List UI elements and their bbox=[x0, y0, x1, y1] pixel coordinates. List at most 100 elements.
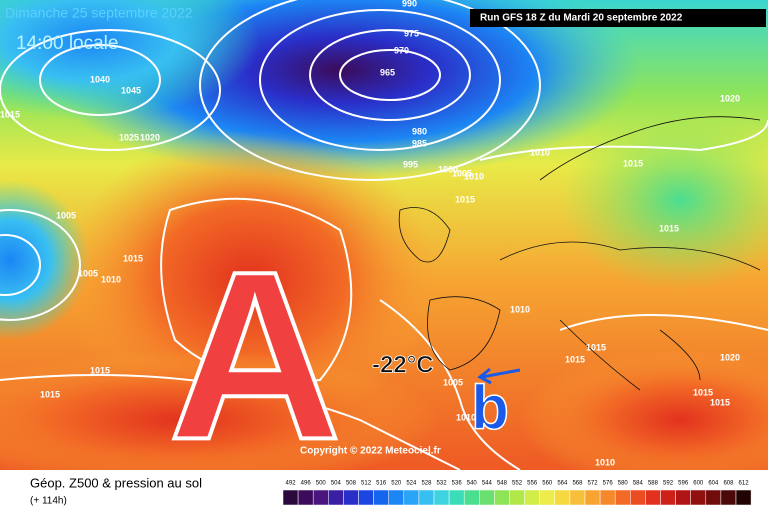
scale-label: 516 bbox=[376, 481, 387, 487]
isobar-label: 1045 bbox=[121, 85, 141, 95]
scale-swatch bbox=[297, 489, 314, 506]
isobar-label: 1020 bbox=[720, 352, 740, 362]
scale-label: 524 bbox=[406, 481, 417, 487]
isobar-label: 1015 bbox=[659, 223, 679, 233]
scale-swatch bbox=[312, 489, 329, 506]
scale-swatch bbox=[433, 489, 450, 506]
isobar-label: 1010 bbox=[456, 412, 476, 422]
lead-time: (+ 114h) bbox=[30, 496, 67, 507]
scale-swatch bbox=[373, 489, 389, 506]
isobar-label: 990 bbox=[402, 0, 417, 8]
isobar-label: 1005 bbox=[56, 210, 76, 220]
scale-swatch bbox=[388, 489, 405, 506]
isobar-label: 1010 bbox=[101, 274, 121, 284]
isobar-label: 970 bbox=[394, 45, 409, 55]
copyright: Copyright © 2022 Meteociel.fr bbox=[300, 446, 441, 457]
scale-label: 600 bbox=[693, 481, 704, 487]
scale-swatch bbox=[705, 489, 722, 506]
scale-label: 560 bbox=[542, 481, 553, 487]
isobar-label: 1015 bbox=[40, 389, 60, 399]
mild-field bbox=[560, 110, 768, 290]
low-symbol: b bbox=[471, 373, 509, 442]
isobar-label: 965 bbox=[380, 67, 395, 77]
run-box bbox=[470, 9, 766, 27]
arrow bbox=[477, 367, 521, 385]
scale-swatch bbox=[524, 489, 540, 506]
high-field bbox=[0, 350, 440, 490]
scale-label: 504 bbox=[331, 481, 342, 487]
scale-swatch bbox=[418, 489, 435, 506]
scale-swatch bbox=[630, 489, 646, 506]
scale-swatch bbox=[690, 489, 707, 506]
local-time: 14:00 locale bbox=[16, 33, 118, 54]
scale-swatch bbox=[494, 489, 510, 506]
isobar-label: 1010 bbox=[464, 171, 484, 181]
isobar-label: 1015 bbox=[123, 253, 143, 263]
scale-swatch bbox=[479, 489, 495, 506]
cold-field bbox=[0, 0, 260, 120]
scale-swatch bbox=[539, 489, 556, 506]
isobar-lines bbox=[0, 0, 768, 470]
scale-label: 608 bbox=[723, 481, 734, 487]
scale-label: 604 bbox=[708, 481, 719, 487]
isobar-label: 1005 bbox=[78, 268, 98, 278]
isobar-label: 1015 bbox=[693, 387, 713, 397]
scale-swatch bbox=[463, 489, 480, 506]
isobar-label: 1010 bbox=[595, 457, 615, 467]
scale-swatch bbox=[599, 489, 616, 506]
scale-label: 568 bbox=[572, 481, 583, 487]
isobar-label: 1005 bbox=[452, 168, 472, 178]
isobar-label: 980 bbox=[412, 126, 427, 136]
isobar-label: 1020 bbox=[720, 93, 740, 103]
scale-label: 572 bbox=[588, 481, 599, 487]
temperature: -22°C bbox=[372, 351, 434, 378]
isobar-label: 1015 bbox=[90, 365, 110, 375]
high-symbol: A bbox=[168, 221, 341, 489]
isobar-label: 1040 bbox=[90, 74, 110, 84]
scale-swatch bbox=[614, 489, 631, 506]
scale-label: 492 bbox=[286, 481, 297, 487]
scale-label: 588 bbox=[648, 481, 659, 487]
scale-swatch bbox=[720, 489, 737, 506]
scale-swatch bbox=[343, 489, 359, 506]
isobar-label: 1010 bbox=[510, 304, 530, 314]
run-info: Run GFS 18 Z du Mardi 20 septembre 2022 bbox=[480, 13, 683, 24]
scale-swatch bbox=[358, 489, 374, 506]
scale-label: 544 bbox=[482, 481, 493, 487]
scale-swatch bbox=[282, 489, 299, 506]
isobar-label: 1015 bbox=[455, 194, 475, 204]
isobar-label: 1015 bbox=[623, 158, 643, 168]
scale-swatch bbox=[554, 489, 571, 506]
scale-label: 584 bbox=[633, 481, 644, 487]
scale-label: 512 bbox=[361, 481, 372, 487]
isobar-label: 1005 bbox=[443, 377, 463, 387]
scale-label: 500 bbox=[316, 481, 327, 487]
scale-label: 528 bbox=[421, 481, 432, 487]
scale-label: 496 bbox=[301, 481, 312, 487]
scale-swatch bbox=[569, 489, 586, 506]
scale-label: 556 bbox=[527, 481, 538, 487]
coastlines bbox=[398, 116, 761, 391]
scale-swatch bbox=[660, 489, 676, 506]
isobar-label: 1020 bbox=[140, 132, 160, 142]
isobar-label: 1015 bbox=[586, 342, 606, 352]
isobar-label: 975 bbox=[404, 28, 419, 38]
scale-swatch bbox=[448, 489, 465, 506]
scale-label: 548 bbox=[497, 481, 508, 487]
scale-label: 592 bbox=[663, 481, 674, 487]
high-field bbox=[520, 350, 768, 490]
isobar-label: 1015 bbox=[0, 109, 20, 119]
isobar-label: 1015 bbox=[565, 354, 585, 364]
scale-swatch bbox=[403, 489, 420, 506]
isobar-label: 1025 bbox=[119, 132, 139, 142]
scale-label: 580 bbox=[618, 481, 629, 487]
scale-label: 532 bbox=[437, 481, 448, 487]
isobar-label: 995 bbox=[403, 159, 418, 169]
isobar-label: 985 bbox=[412, 138, 427, 148]
scale-swatch bbox=[584, 489, 601, 506]
scale-swatch bbox=[328, 489, 344, 506]
scale-label: 540 bbox=[467, 481, 478, 487]
scale-label: 576 bbox=[603, 481, 614, 487]
